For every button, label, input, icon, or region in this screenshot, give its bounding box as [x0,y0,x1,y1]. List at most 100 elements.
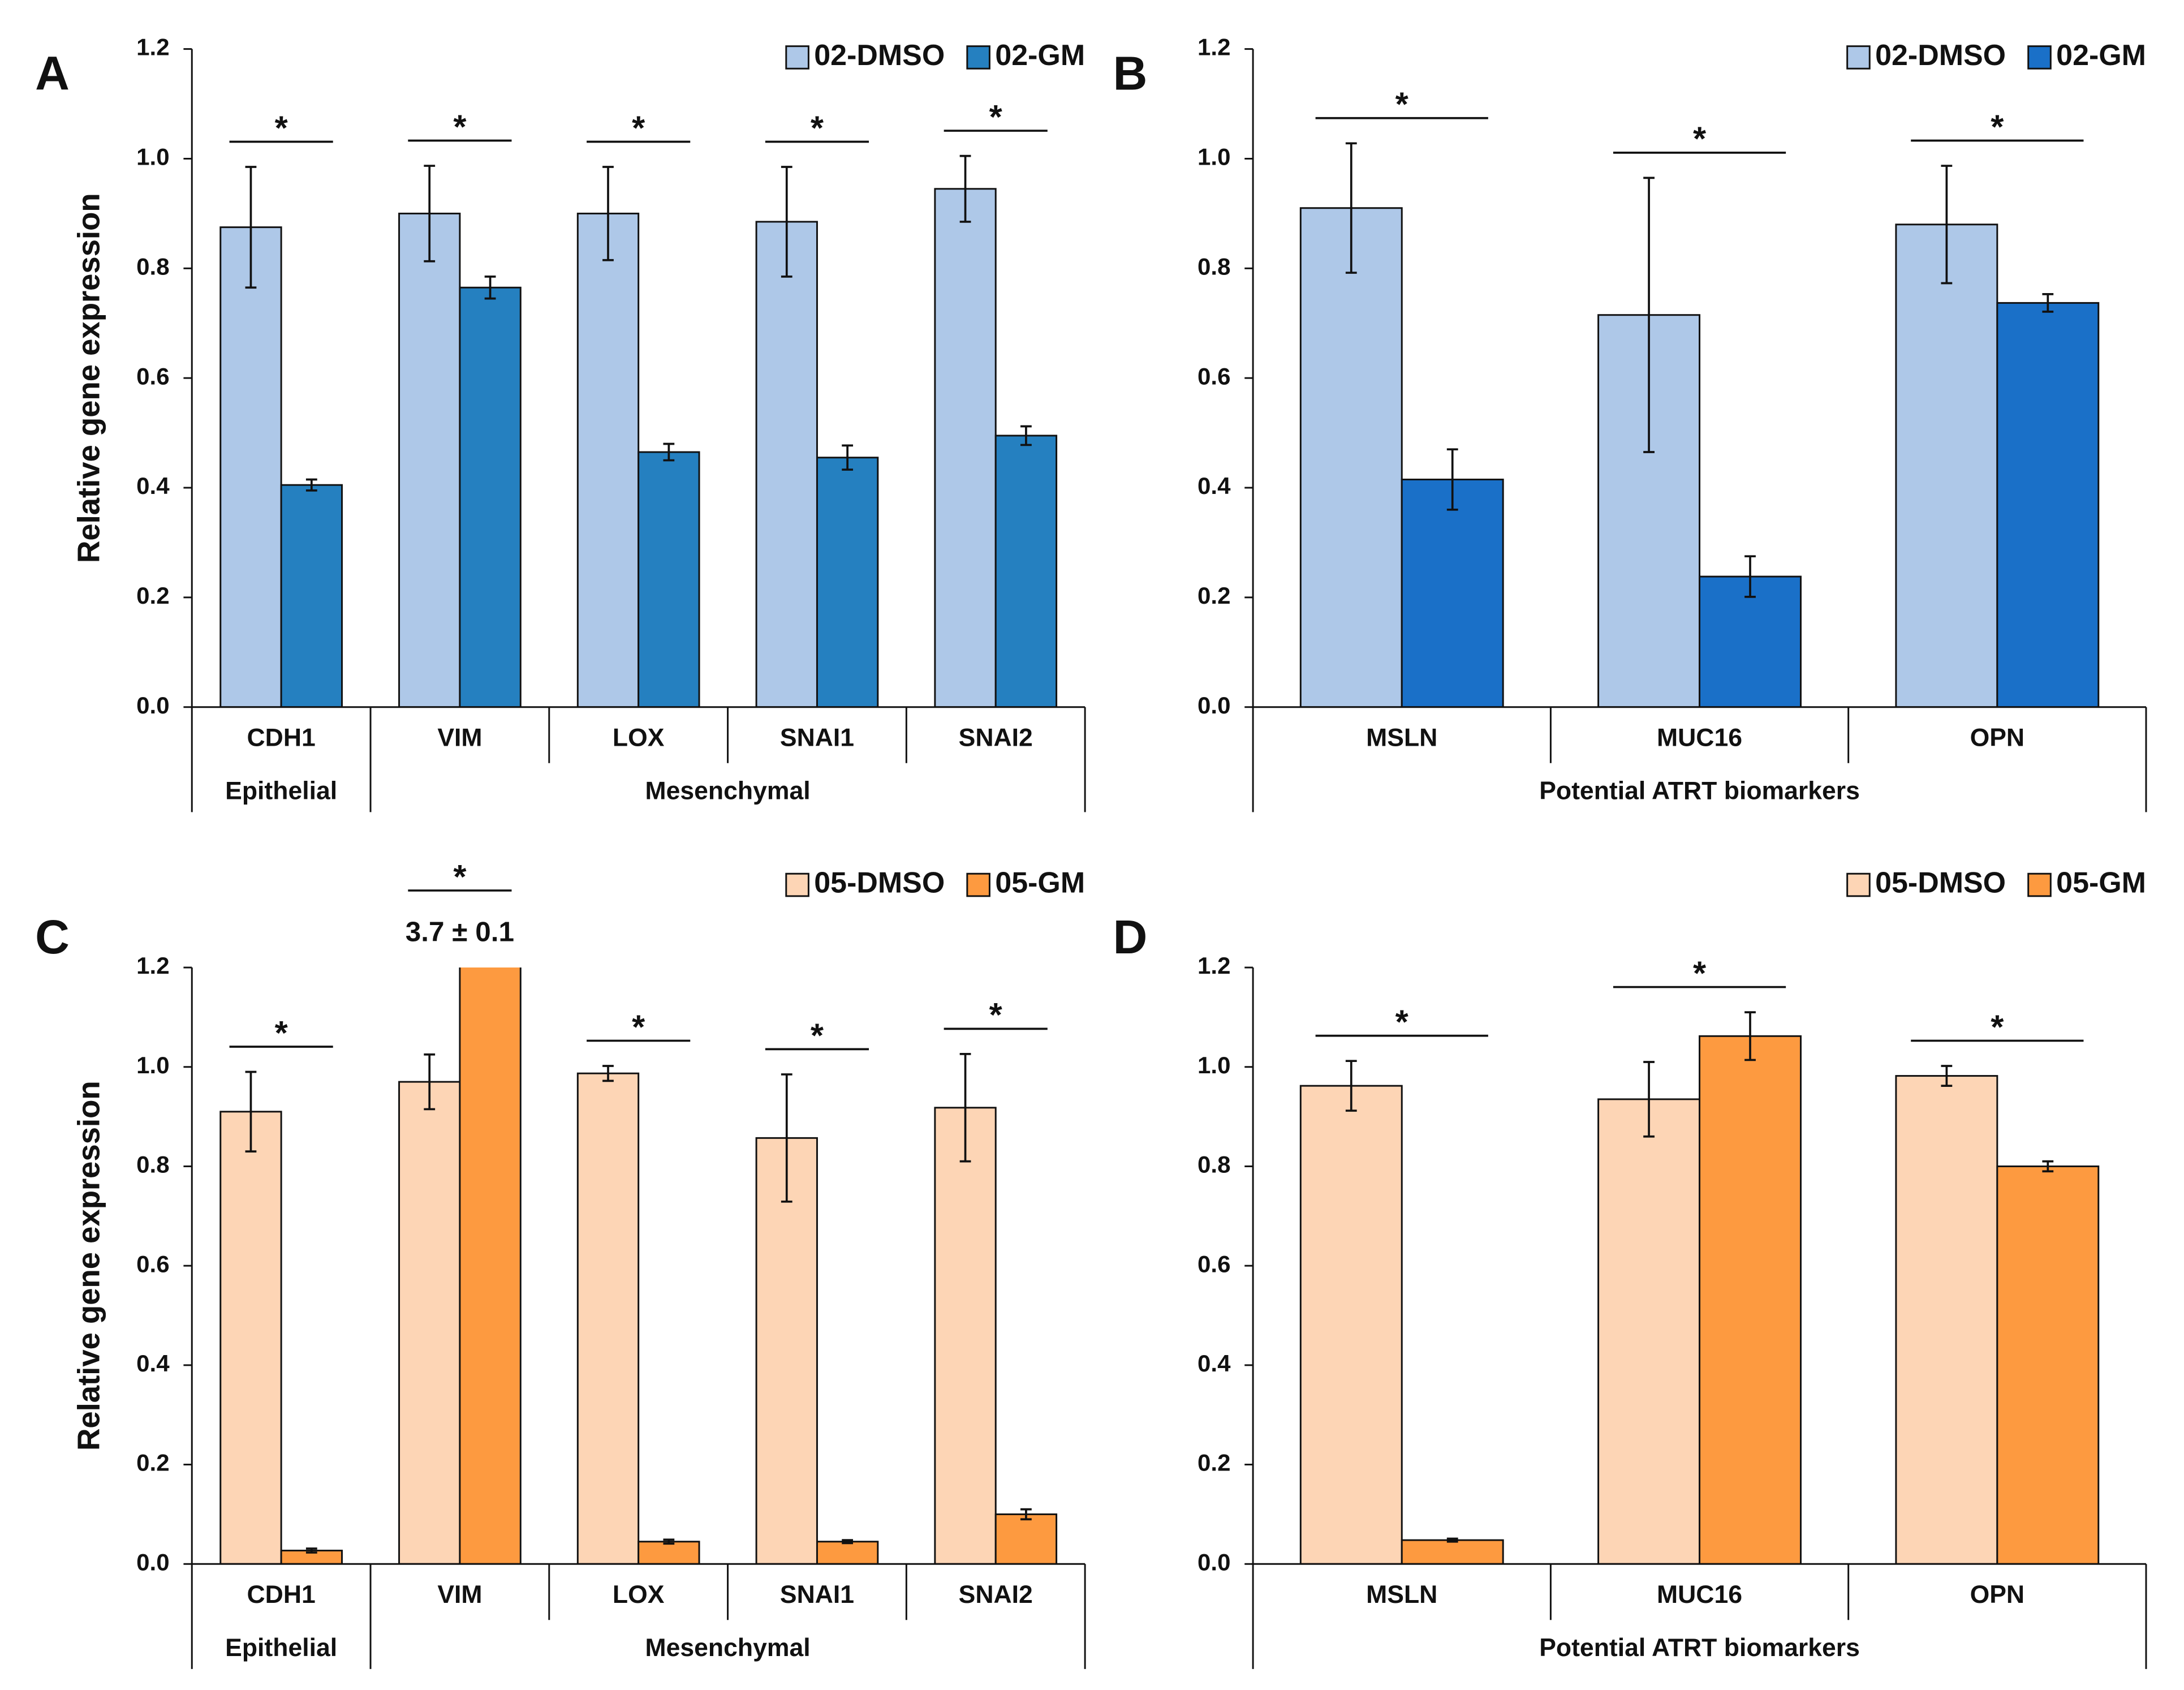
significance-star: * [989,996,1003,1034]
error-bar [484,276,496,300]
bar [459,967,522,1564]
significance-star: * [632,109,645,147]
y-tick-label: 1.0 [136,144,169,170]
error-bar [245,1070,257,1153]
bar [816,457,879,707]
y-tick-label: 1.2 [136,952,169,979]
legend-swatch [785,45,809,70]
y-tick-label: 0.4 [1197,472,1231,499]
legend-item: 02-GM [966,39,1085,72]
significance-star: * [1395,85,1409,123]
bar [398,212,461,707]
error-bar [663,442,675,462]
error-bar [2042,1160,2054,1173]
y-axis-label: Relative gene expression [71,1081,106,1451]
significance-star: * [275,1014,288,1052]
x-tick-label: LOX [613,724,665,751]
legend-item: 05-DMSO [785,867,945,900]
x-tick-label: OPN [1970,1581,2025,1609]
significance-star: * [1991,1008,2004,1046]
legend-label: 02-DMSO [1875,39,2006,72]
y-tick-label: 0.2 [1197,1450,1230,1476]
legend-swatch [966,872,990,897]
significance-star: * [453,107,467,145]
value-label: 3.7 ± 0.1 [406,917,514,948]
bar [280,484,343,707]
significance-star: * [1395,1003,1409,1041]
bar [1699,575,1802,707]
bar [398,1081,461,1564]
legend-swatch [785,872,809,897]
error-bar [1643,1061,1655,1138]
error-bar [663,1538,675,1545]
error-bar [1345,1060,1357,1112]
y-tick-label: 0.0 [136,1549,169,1575]
panel-letter: D [1113,910,1148,964]
y-axis-label: Relative gene expression [71,1081,106,1451]
y-tick-label: 0.8 [136,253,169,279]
legend-item: 05-GM [2027,867,2146,900]
bar [1895,223,1998,707]
error-bar [305,478,317,492]
significance-star: * [453,858,467,896]
bar [934,188,997,707]
significance-star: * [1991,107,2004,145]
y-tick-label: 1.2 [1197,952,1230,979]
y-tick-label: 0.6 [136,1250,169,1277]
y-tick-label: 1.0 [1197,144,1230,170]
bar [994,435,1058,707]
group-label: Potential ATRT biomarkers [1539,777,1860,805]
y-tick-label: 0.4 [136,1350,170,1377]
group-label: Potential ATRT biomarkers [1539,1634,1860,1662]
group-label: Mesenchymal [645,777,811,805]
error-bar [1744,1011,1756,1061]
y-tick-label: 0.2 [136,1450,169,1476]
significance-star: * [989,98,1003,136]
legend-label: 05-DMSO [814,867,945,900]
error-bar [959,154,971,223]
panel-letter: C [35,910,70,964]
x-tick-label: MSLN [1366,724,1437,751]
legend-item: 05-DMSO [1846,867,2006,900]
bar [1996,1165,2100,1564]
significance-star: * [275,109,288,147]
bar [219,1111,282,1564]
legend-swatch [2027,45,2052,70]
error-bar [781,166,792,278]
group-label: Epithelial [225,777,337,805]
x-tick-label: LOX [613,1581,665,1609]
y-tick-label: 0.8 [136,1151,169,1178]
significance-star: * [1693,954,1707,992]
significance-star: * [811,109,824,147]
x-tick-label: SNAI2 [959,724,1033,751]
error-bar [424,165,436,263]
y-tick-label: 0.0 [1197,692,1230,719]
significance-star: * [1693,120,1707,158]
bar [219,226,282,707]
error-bar [602,166,614,261]
bar [637,1541,700,1564]
error-bar [842,444,854,471]
bar [1996,302,2100,707]
error-bar [1643,177,1655,453]
bar [459,286,522,707]
legend-swatch [1846,45,1871,70]
bar [1299,1085,1403,1564]
bar [1699,1035,1802,1564]
error-bar [1020,1508,1032,1521]
x-tick-label: SNAI1 [780,724,854,751]
y-axis-label: Relative gene expression [71,193,106,563]
x-tick-label: SNAI1 [780,1581,854,1609]
x-tick-label: CDH1 [247,1581,316,1609]
panel-letter: B [1113,46,1148,100]
x-tick-label: SNAI2 [959,1581,1033,1609]
legend-label: 02-DMSO [814,39,945,72]
x-tick-label: MSLN [1366,1581,1437,1609]
y-tick-label: 1.0 [136,1052,169,1078]
x-tick-label: MUC16 [1657,724,1742,751]
y-tick-label: 1.2 [136,34,169,61]
legend-label: 05-GM [2056,867,2146,900]
error-bar [245,166,257,289]
x-tick-label: OPN [1970,724,2025,751]
